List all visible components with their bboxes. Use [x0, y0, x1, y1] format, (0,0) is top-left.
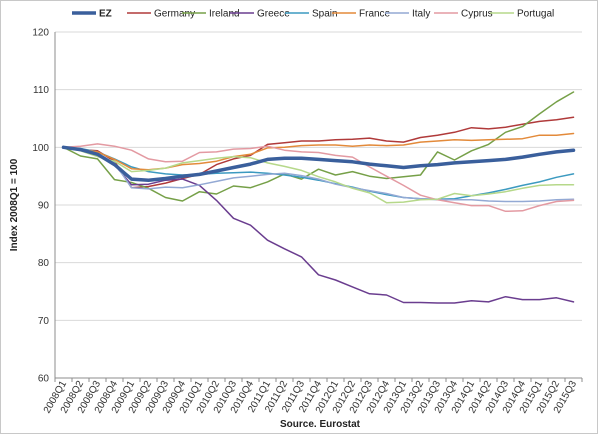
legend: EZ Germany Ireland Greece Spain France Italy Cy…	[72, 9, 554, 20]
y-tick-label: 80	[38, 258, 50, 269]
series-line-cyprus	[62, 143, 575, 213]
series-line-greece	[62, 146, 575, 304]
series-line-portugal	[62, 146, 575, 204]
series-line-ez	[61, 145, 576, 182]
series-line-france	[62, 132, 575, 171]
y-axis-label: Index 2008Q1 = 100	[9, 158, 20, 251]
legend-label-portugal: Portugal	[517, 9, 554, 20]
y-tick-label: 110	[33, 85, 49, 96]
x-axis-label: Source. Eurostat	[280, 419, 361, 430]
y-axis: 60 70 80 90 100 110 120	[32, 28, 56, 385]
legend-label-italy: Italy	[412, 9, 430, 20]
y-tick-label: 60	[38, 374, 50, 385]
legend-label-germany: Germany	[154, 9, 195, 20]
gridlines	[55, 31, 582, 379]
legend-label-cyprus: Cyprus	[461, 9, 493, 20]
y-tick-label: 100	[32, 143, 49, 154]
y-tick-label: 90	[38, 201, 50, 212]
legend-label-ez: EZ	[99, 9, 112, 20]
series-lines	[61, 91, 576, 304]
y-tick-label: 70	[38, 316, 50, 327]
series-line-germany	[62, 116, 575, 189]
series-line-spain	[62, 146, 575, 200]
legend-label-greece: Greece	[257, 9, 290, 20]
legend-label-spain: Spain	[312, 9, 338, 20]
legend-label-france: France	[359, 9, 391, 20]
y-tick-label: 120	[32, 28, 49, 39]
series-line-italy	[62, 146, 575, 203]
legend-label-ireland: Ireland	[209, 9, 240, 20]
x-axis: 2008Q12008Q22008Q32008Q42009Q12009Q22009…	[42, 377, 583, 415]
